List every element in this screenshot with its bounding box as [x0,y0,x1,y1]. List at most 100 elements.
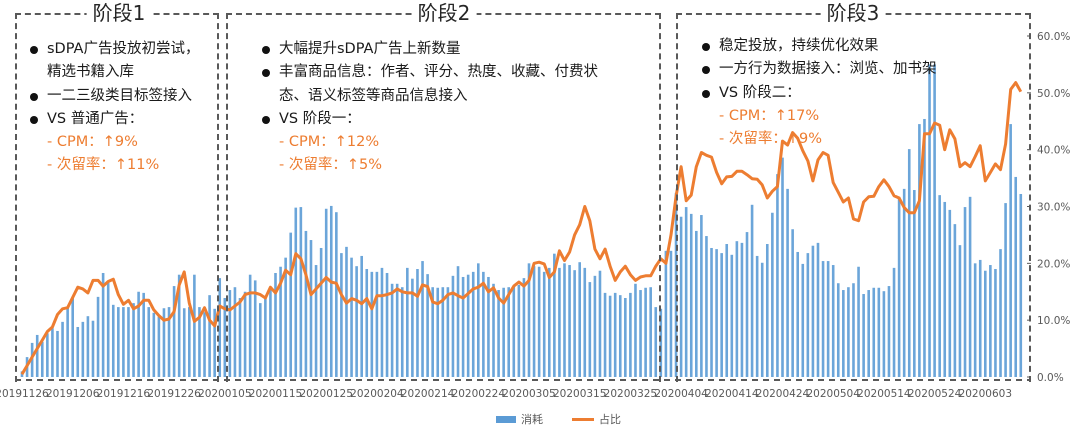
bar [111,304,115,377]
phase-1-title: 阶段1 [86,0,152,26]
bar [279,266,282,377]
x-tick-label: 20200115 [249,388,302,400]
bar [573,270,576,377]
bar [923,118,926,377]
bar [193,274,196,377]
bar [375,271,379,377]
bar [106,280,110,377]
x-tick-label: 20200224 [452,388,506,400]
bar [253,280,257,377]
bar [274,272,277,377]
bar [223,298,227,377]
x-tick-label: 20200504 [806,388,860,400]
bar [887,286,891,377]
legend-swatch-bar [496,415,516,423]
bar [558,267,561,377]
bar [639,290,642,377]
bar [431,287,434,377]
bar [847,287,850,377]
bar [913,190,916,377]
bar [902,188,906,377]
bar [618,295,622,377]
bar [299,207,303,377]
bar [593,275,597,377]
bar [385,272,389,377]
bullet-icon [262,115,270,124]
bar [147,307,151,377]
phase-1-bullet-2: 一二三级类目标签接入 [30,85,199,108]
bullet-text: 一二三级类目标签接入 [47,87,192,104]
bar [872,287,876,377]
bar [182,308,186,377]
bar [933,64,936,378]
bar [411,278,414,377]
bar [578,262,581,377]
bar [289,232,293,377]
phase-3-bullet-1: 稳定投放，持续优化效果 [702,35,937,58]
bar [826,261,830,377]
bar [613,292,617,377]
bar [771,212,774,377]
bar [608,295,612,377]
phase-2-retention: - 次留率：↑5% [279,157,382,174]
bar [700,215,703,377]
bar [720,253,723,377]
bar [324,208,328,377]
bar [877,287,881,377]
bar [907,149,911,377]
phase-2-notes: 大幅提升sDPA广告上新数量 丰富商品信息：作者、评分、热度、收藏、付费状 态、… [262,38,598,178]
bar [208,295,211,377]
bar [406,267,409,377]
phase-1-bullet-1: sDPA广告投放初尝试， [30,38,199,61]
bar [167,307,171,377]
bar [634,283,637,377]
bar [583,267,587,377]
bar [968,196,972,377]
bar [1004,203,1007,377]
phase-1-retention: - 次留率：↑11% [47,157,160,174]
bar [527,263,531,377]
bar [654,307,658,377]
bar [796,251,800,377]
x-axis-ticks: 2019112620191206201912162019122620200105… [0,388,1012,400]
bullet-icon [262,46,270,54]
bar [755,255,759,377]
bar [269,287,272,377]
bar [836,283,840,377]
bar [507,287,511,377]
bar [588,282,592,377]
bullet-icon [30,92,38,101]
x-tick-label: 20191206 [46,388,100,400]
phase-3-bullet-2: 一方行为数据接入：浏览、加书架 [702,58,937,81]
y-tick-label: 60.0% [1037,31,1070,43]
bar [801,263,805,377]
x-tick-label: 20200204 [350,388,404,400]
x-tick-label: 20191126 [0,388,49,400]
bar [477,263,480,377]
phase-2-bullet-3: VS 阶段一： [262,108,598,131]
bar [669,250,673,377]
bar [740,242,744,377]
bar [243,291,247,377]
line-path [20,81,1023,375]
bar [436,287,440,377]
bar [365,269,369,377]
phase-3-retention: - 次留率：↑9% [719,131,822,148]
bar [162,308,166,377]
bar [416,269,419,377]
bar [96,296,100,377]
bar [532,266,536,377]
bar [228,290,232,377]
bullet-text: 稳定投放，持续优化效果 [719,38,879,54]
bar [137,291,140,377]
bar [811,245,815,377]
bullet-icon [702,66,710,75]
bar [715,249,718,377]
bullet-text: VS 阶段二： [719,84,801,101]
x-tick-label: 20200524 [908,388,962,400]
x-tick-label: 20200514 [857,388,911,400]
bar [806,253,810,377]
bullet-icon [702,43,710,51]
